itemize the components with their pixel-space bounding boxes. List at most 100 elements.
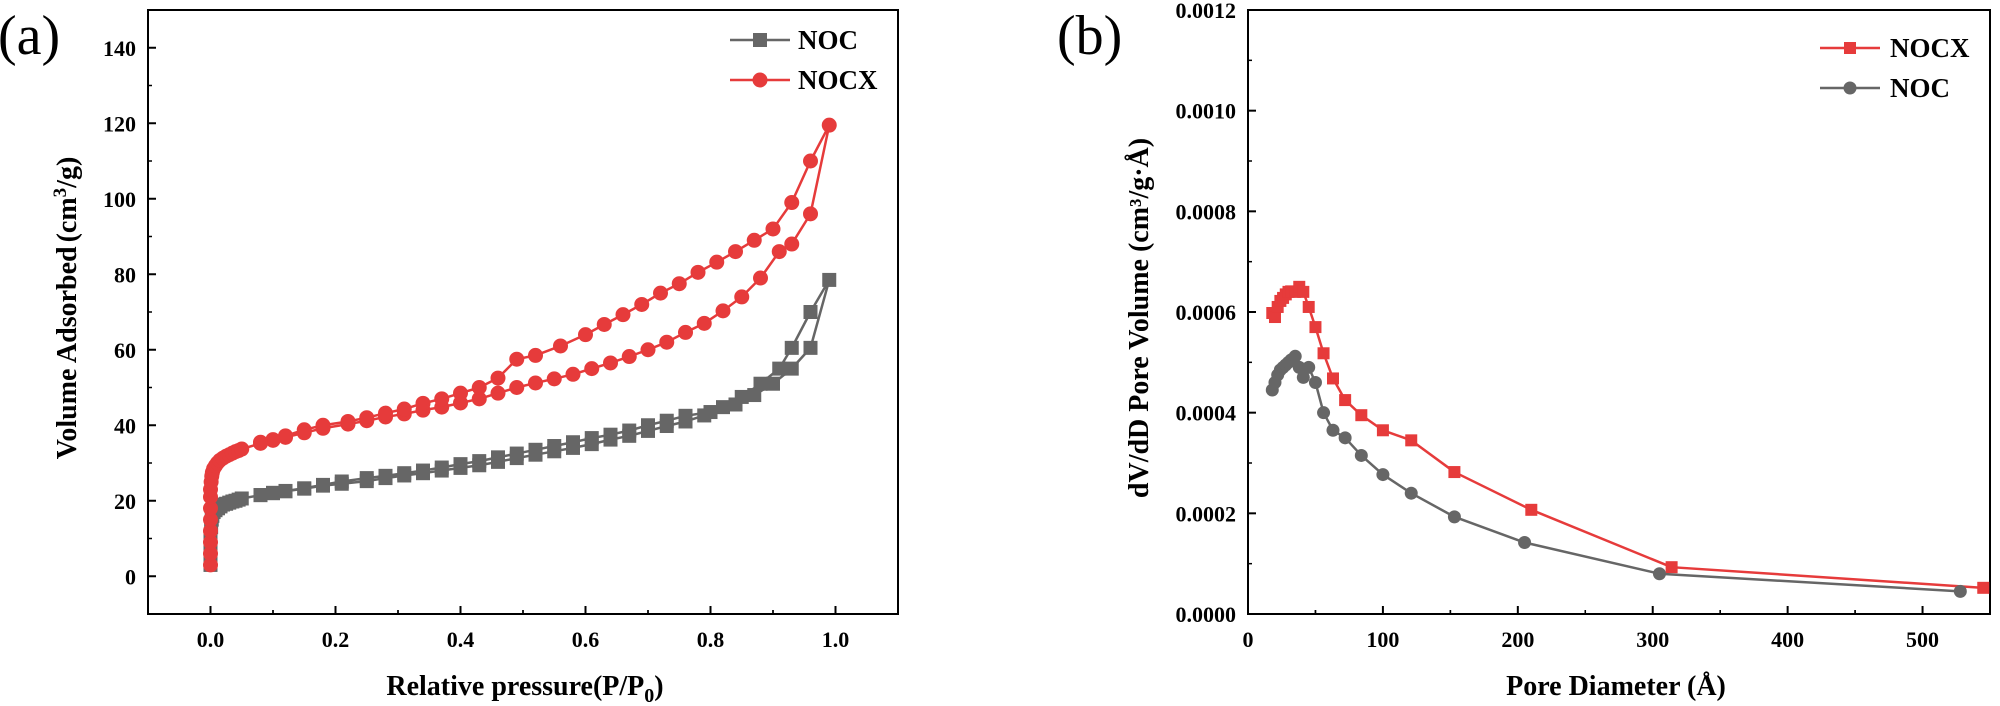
panel-a-x-tick-label: 0.6 bbox=[572, 627, 600, 652]
panel-b-series-noc-point bbox=[1447, 510, 1461, 524]
panel-b-series-nocx-point bbox=[1268, 311, 1281, 324]
panel-a-series-nocx-point bbox=[734, 289, 750, 305]
panel-b-series-nocx-point bbox=[1297, 285, 1310, 298]
panel-a-series-nocx-point bbox=[565, 366, 581, 382]
panel-b-series-nocx bbox=[1266, 280, 1990, 594]
panel-a-x-tick-label: 0.0 bbox=[197, 627, 225, 652]
panel-a-series-nocx-point bbox=[296, 422, 312, 438]
panel-a-series-nocx-point bbox=[690, 264, 706, 280]
panel-b-y-tick-label: 0.0012 bbox=[1176, 0, 1237, 23]
legend-label: NOCX bbox=[1890, 33, 1970, 63]
panel-b-x-tick-label: 100 bbox=[1366, 627, 1399, 652]
panel-a-series-nocx-point bbox=[509, 351, 525, 367]
panel-a-series-nocx-point bbox=[784, 236, 800, 252]
panel-a-y-tick-label: 100 bbox=[103, 187, 136, 212]
panel-a-series-noc-point bbox=[703, 405, 718, 420]
panel-a-series-nocx-point bbox=[753, 270, 768, 286]
panel-a-series-noc-point bbox=[253, 488, 268, 503]
panel-b-series-nocx-point bbox=[1302, 300, 1315, 313]
panel-a-y-axis-title: Volume Adsorbed(cm3/g) bbox=[50, 157, 83, 460]
panel-a-series-noc-point bbox=[822, 272, 837, 287]
panel-a-series-noc-point bbox=[728, 397, 743, 412]
panel-a-y-tick-label: 120 bbox=[103, 111, 136, 136]
panel-a-series-nocx-point bbox=[253, 434, 268, 450]
panel-a-series-nocx-point bbox=[265, 432, 281, 448]
panel-a-series-nocx-point bbox=[578, 327, 593, 343]
panel-b-series-nocx-point bbox=[1309, 321, 1322, 334]
panel-a: (a) Relative pressure(P/P0) Volume Adsor… bbox=[0, 5, 899, 706]
panel-b-y-tick-label: 0.0006 bbox=[1176, 300, 1237, 325]
panel-b-series-nocx-point bbox=[1339, 394, 1352, 407]
panel-a-series-nocx-point bbox=[709, 254, 725, 270]
panel-b-series-nocx-point bbox=[1326, 372, 1339, 385]
panel-a-series-nocx-point bbox=[584, 361, 600, 377]
panel-a-legend-noc: NOC bbox=[730, 25, 858, 55]
panel-b-series-noc-point bbox=[1518, 536, 1532, 550]
panel-b-series-noc-point bbox=[1292, 360, 1306, 374]
panel-a-series-nocx-point bbox=[784, 195, 800, 211]
panel-a-series-noc-point bbox=[278, 483, 293, 498]
panel-a-series-nocx-point bbox=[596, 316, 612, 332]
panel-a-series-nocx-point bbox=[821, 117, 837, 133]
panel-a-series-noc-point bbox=[678, 408, 693, 423]
panel-a-series-noc-point bbox=[659, 413, 674, 428]
panel-a-series-noc-point bbox=[547, 439, 562, 454]
panel-b-series-noc-point bbox=[1338, 431, 1352, 445]
panel-a-series-noc-point bbox=[528, 442, 543, 457]
panel-a-series-nocx-point bbox=[234, 441, 250, 457]
panel-a-series-noc-point bbox=[234, 491, 249, 506]
panel-b-legend-noc: NOC bbox=[1820, 73, 1950, 103]
panel-a-series-nocx-point bbox=[528, 347, 543, 363]
panel-a-y-tick-label: 140 bbox=[103, 36, 136, 61]
panel-b-series-noc-point bbox=[1288, 349, 1302, 363]
panel-a-series-noc-point bbox=[472, 454, 487, 469]
panel-a-series-nocx-point bbox=[203, 534, 218, 550]
panel-a-series-nocx-point bbox=[803, 206, 818, 222]
panel-b-series-nocx-point bbox=[1317, 347, 1330, 360]
panel-a-y-tick-label: 80 bbox=[114, 262, 136, 287]
panel-b-legend-nocx: NOCX bbox=[1820, 33, 1970, 63]
panel-a-x-tick-label: 0.4 bbox=[447, 627, 475, 652]
panel-a-series-nocx-point bbox=[715, 303, 731, 319]
panel-a-series-nocx-point bbox=[315, 417, 331, 433]
legend-marker bbox=[1843, 81, 1857, 95]
panel-a-series-nocx-point bbox=[603, 355, 618, 371]
panel-a-series-nocx-point bbox=[434, 391, 450, 407]
panel-b-series-noc-point bbox=[1376, 468, 1390, 482]
panel-b-x-tick-label: 300 bbox=[1636, 627, 1669, 652]
panel-b-x-tick-label: 400 bbox=[1771, 627, 1804, 652]
panel-b-series-noc-point bbox=[1326, 423, 1340, 437]
panel-a-series-noc bbox=[203, 272, 837, 572]
panel-a-x-axis-title: Relative pressure(P/P0) bbox=[386, 671, 663, 706]
panel-a-series-noc-point bbox=[716, 400, 730, 415]
panel-a-series-noc-point bbox=[397, 466, 412, 481]
legend-label: NOCX bbox=[798, 65, 878, 95]
panel-a-series-noc-point bbox=[766, 376, 780, 391]
panel-a-label: (a) bbox=[0, 5, 60, 67]
panel-b-y-tick-label: 0.0008 bbox=[1176, 199, 1237, 224]
legend-label: NOC bbox=[1890, 73, 1950, 103]
panel-a-series-nocx-point bbox=[765, 221, 781, 237]
panel-a-series-noc-point bbox=[416, 463, 430, 478]
panel-a-series-noc-point bbox=[453, 457, 468, 472]
panel-a-series-noc-point bbox=[784, 361, 799, 376]
panel-a-series-nocx-point bbox=[553, 338, 568, 354]
panel-b-series-nocx-point bbox=[1448, 466, 1461, 479]
panel-a-series-nocx-point bbox=[640, 342, 656, 358]
panel-a-series-noc-point bbox=[784, 340, 799, 355]
legend-marker bbox=[1844, 42, 1856, 54]
panel-b-x-tick-label: 0 bbox=[1243, 627, 1254, 652]
panel-a-series-noc-point bbox=[603, 427, 618, 442]
panel-a-series-nocx-point bbox=[653, 285, 668, 301]
panel-a-y-tick-label: 60 bbox=[114, 338, 136, 363]
panel-b-series-noc-point bbox=[1308, 375, 1322, 389]
panel-a-series-nocx-point bbox=[696, 315, 712, 331]
panel-a-series-nocx-point bbox=[746, 232, 762, 248]
panel-a-series-nocx-point bbox=[509, 380, 525, 395]
panel-a-series-nocx-point bbox=[203, 546, 218, 562]
panel-a-series-noc-point bbox=[584, 431, 599, 446]
panel-b-x-axis-title: Pore Diameter (Å) bbox=[1506, 671, 1726, 702]
panel-a-series-nocx-point bbox=[203, 512, 218, 528]
panel-a-series-noc-point bbox=[753, 376, 768, 391]
